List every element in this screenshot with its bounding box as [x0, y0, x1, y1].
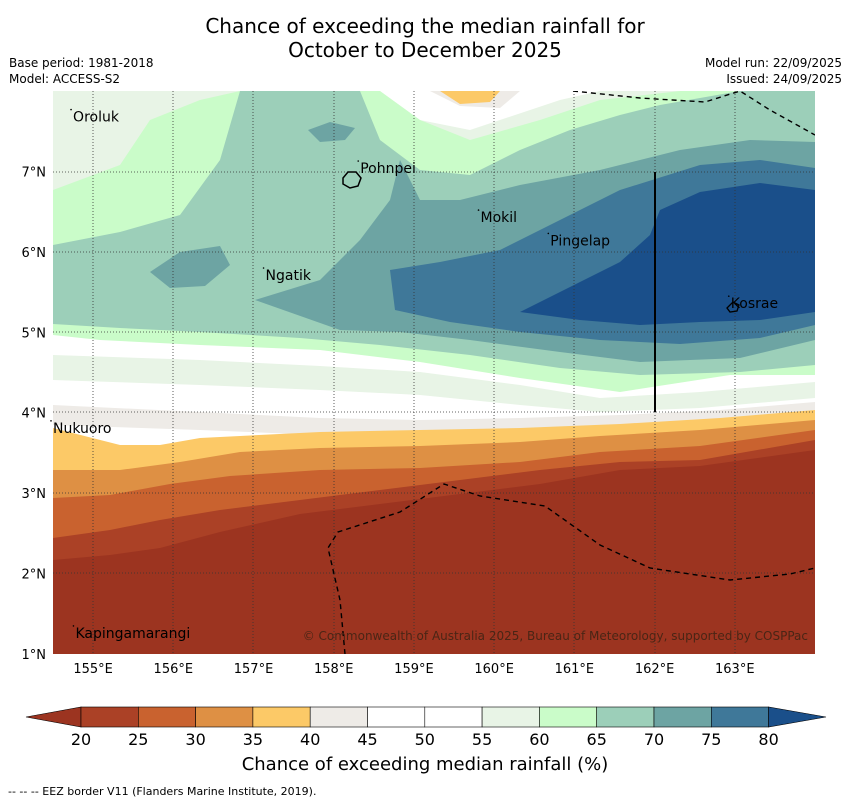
colorbar-tick-30: 30 [185, 730, 205, 749]
colorbar-segment-25 [138, 706, 196, 728]
blob-70-75-ngatik [150, 246, 230, 288]
place-label-pohnpei: Pohnpei [360, 161, 416, 177]
colorbar-tick-65: 65 [587, 730, 607, 749]
eez-footnote: -- -- -- EEZ border V11 (Flanders Marine… [8, 785, 317, 798]
lon-tick-label: 160°E [474, 662, 514, 677]
kosrae-island [726, 301, 740, 313]
copyright-notice: © Commonwealth of Australia 2025, Bureau… [303, 629, 808, 643]
place-marker-6 [50, 420, 52, 422]
band-35-40-top [440, 91, 500, 104]
model-name: Model: ACCESS-S2 [9, 72, 121, 86]
place-marker-5 [727, 295, 730, 297]
model-run: Model run: 22/09/2025 [704, 56, 842, 70]
colorbar-segment-40 [309, 706, 368, 728]
lon-tick-label: 156°E [154, 662, 194, 677]
colorbar-segment-45 [367, 706, 426, 728]
colorbar-segment-75 [710, 706, 769, 728]
place-marker-3 [547, 232, 550, 235]
colorbar-tick-40: 40 [300, 730, 320, 749]
colorbar-tick-35: 35 [243, 730, 263, 749]
colorbar-tick-70: 70 [644, 730, 664, 749]
place-labels: Oroluk Pohnpei Mokil Pingelap Ngatik Kosrae Nu… [50, 108, 778, 642]
lon-tick-label: 158°E [314, 662, 354, 677]
lat-tick-label: 7°N [22, 165, 47, 180]
contour-field: © Commonwealth of Australia 2025, Bureau… [53, 91, 815, 654]
lat-tick-label: 1°N [22, 648, 47, 663]
colorbar-tick-55: 55 [472, 730, 492, 749]
band-below-20 [53, 450, 815, 654]
colorbar-tick-60: 60 [529, 730, 549, 749]
eez-border-north [572, 91, 815, 136]
colorbar-segment-65 [596, 706, 655, 728]
axis-labels: 155°E 156°E 157°E 158°E 159°E 160°E 161°E 162°E… [22, 165, 755, 677]
lon-tick-label: 162°E [635, 662, 675, 677]
band-55-60-south [53, 355, 815, 412]
lat-tick-label: 2°N [22, 568, 47, 583]
gridlines [53, 91, 815, 654]
lon-tick-label: 155°E [73, 662, 113, 677]
eez-border-south [327, 483, 815, 654]
colorbar-segment-70 [653, 706, 712, 728]
place-label-ngatik: Ngatik [266, 268, 312, 284]
colorbar-label: Chance of exceeding median rainfall (%) [241, 754, 609, 775]
colorbar-tick-50: 50 [415, 730, 435, 749]
place-label-mokil: Mokil [481, 210, 518, 226]
band-40-45-south [53, 402, 815, 435]
colorbar-tick-75: 75 [701, 730, 721, 749]
place-label-kapingamarangi: Kapingamarangi [75, 626, 190, 642]
place-marker-7 [72, 625, 75, 627]
lon-tick-label: 157°E [234, 662, 274, 677]
lat-tick-label: 4°N [22, 407, 47, 422]
colorbar-tick-25: 25 [128, 730, 148, 749]
lon-tick-label: 161°E [555, 662, 595, 677]
title-line-2: October to December 2025 [288, 38, 562, 62]
colorbar-segment-35 [252, 706, 311, 728]
colorbar-tick-20: 20 [71, 730, 91, 749]
issued-date: Issued: 24/09/2025 [726, 72, 842, 86]
lon-tick-label: 159°E [394, 662, 434, 677]
lat-tick-label: 3°N [22, 487, 47, 502]
place-label-pingelap: Pingelap [550, 233, 610, 249]
colorbar-tick-80: 80 [758, 730, 778, 749]
place-marker-1 [357, 160, 360, 162]
colorbar-segment-60 [539, 706, 598, 728]
place-label-kosrae: Kosrae [731, 296, 778, 312]
place-label-oroluk: Oroluk [73, 110, 120, 126]
colorbar-segment-50 [424, 706, 483, 728]
lon-tick-label: 163°E [715, 662, 755, 677]
colorbar-extend-high [768, 706, 827, 728]
place-marker-2 [477, 209, 480, 211]
pohnpei-island [342, 171, 362, 189]
lat-tick-label: 6°N [22, 246, 47, 261]
colorbar-segment-55 [481, 706, 540, 728]
colorbar-segment-20 [80, 706, 139, 728]
band-above-80 [520, 183, 815, 325]
colorbar-tick-45: 45 [357, 730, 377, 749]
colorbar-extend-low [25, 706, 82, 728]
place-marker-4 [262, 267, 265, 269]
title-line-1: Chance of exceeding the median rainfall … [205, 14, 645, 38]
colorbar: 20 25 30 35 40 45 50 55 60 65 70 75 80 [25, 706, 827, 749]
base-period: Base period: 1981-2018 [9, 56, 154, 70]
colorbar-segment-30 [195, 706, 254, 728]
lat-tick-label: 5°N [22, 326, 47, 341]
blob-70-75-north [308, 122, 355, 142]
band-white-top [380, 91, 600, 130]
place-label-nukuoro: Nukuoro [53, 421, 111, 437]
place-marker-0 [70, 108, 72, 111]
